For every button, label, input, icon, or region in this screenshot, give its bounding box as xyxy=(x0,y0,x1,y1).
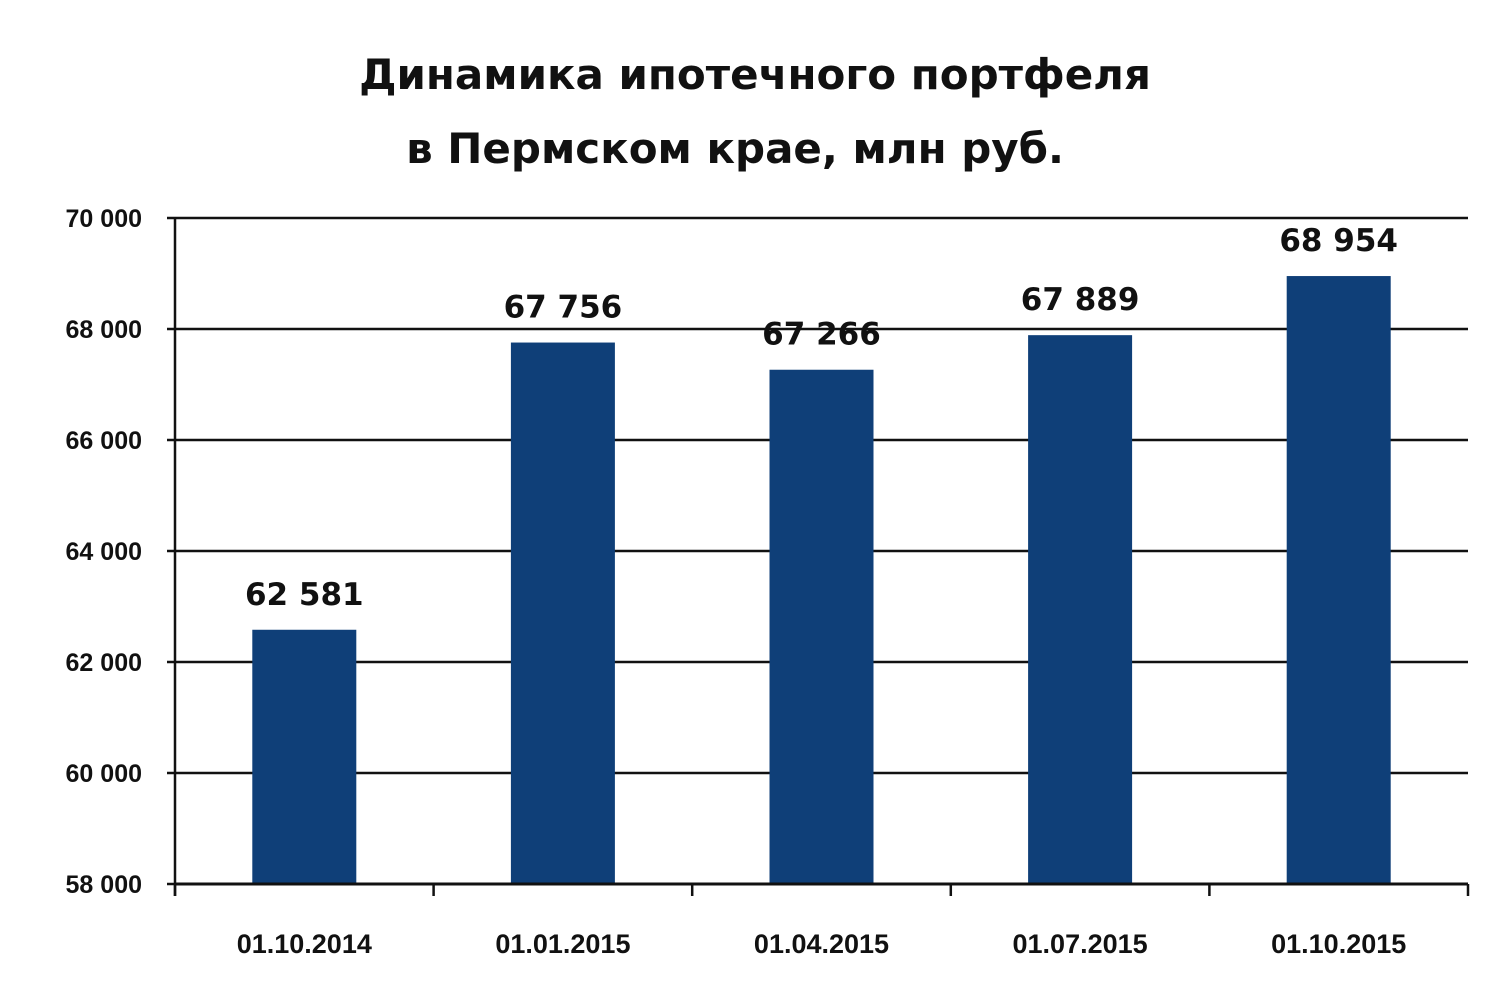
bar xyxy=(769,369,874,884)
x-tick-label: 01.04.2015 xyxy=(754,929,889,959)
bar xyxy=(252,629,357,884)
data-labels: 62 581 67 756 67 266 67 889 68 954 xyxy=(245,223,1398,613)
x-tick-label: 01.10.2015 xyxy=(1271,929,1406,959)
y-tick-label: 68 000 xyxy=(66,316,142,344)
data-label: 67 266 xyxy=(762,317,881,353)
y-tick-label: 60 000 xyxy=(66,760,142,788)
data-label: 67 756 xyxy=(504,290,623,326)
data-label: 68 954 xyxy=(1279,223,1398,259)
chart-title-line2: в Пермском крае, млн руб. xyxy=(406,124,1064,173)
y-axis-tick-labels: 58 000 60 000 62 000 64 000 66 000 68 000 70 0… xyxy=(66,205,142,899)
x-tick-label: 01.07.2015 xyxy=(1013,929,1148,959)
y-tick-label: 58 000 xyxy=(66,871,142,899)
chart-title: Динамика ипотечного портфеля в Пермском … xyxy=(0,38,1510,186)
bars xyxy=(252,276,1391,885)
y-tick-label: 66 000 xyxy=(66,427,142,455)
bar xyxy=(1028,335,1133,884)
y-tick-label: 62 000 xyxy=(66,649,142,677)
data-label: 67 889 xyxy=(1021,282,1140,318)
y-tick-label: 64 000 xyxy=(66,538,142,566)
bar xyxy=(510,342,615,884)
data-label: 62 581 xyxy=(245,577,364,613)
chart-title-line1: Динамика ипотечного портфеля xyxy=(359,50,1151,99)
x-axis-tick-labels: 01.10.2014 01.01.2015 01.04.2015 01.07.2015… xyxy=(237,929,1407,959)
bar xyxy=(1286,276,1391,885)
axes xyxy=(173,218,1470,896)
x-tick-label: 01.01.2015 xyxy=(495,929,630,959)
x-tick-label: 01.10.2014 xyxy=(237,929,372,959)
y-tick-label: 70 000 xyxy=(66,205,142,233)
